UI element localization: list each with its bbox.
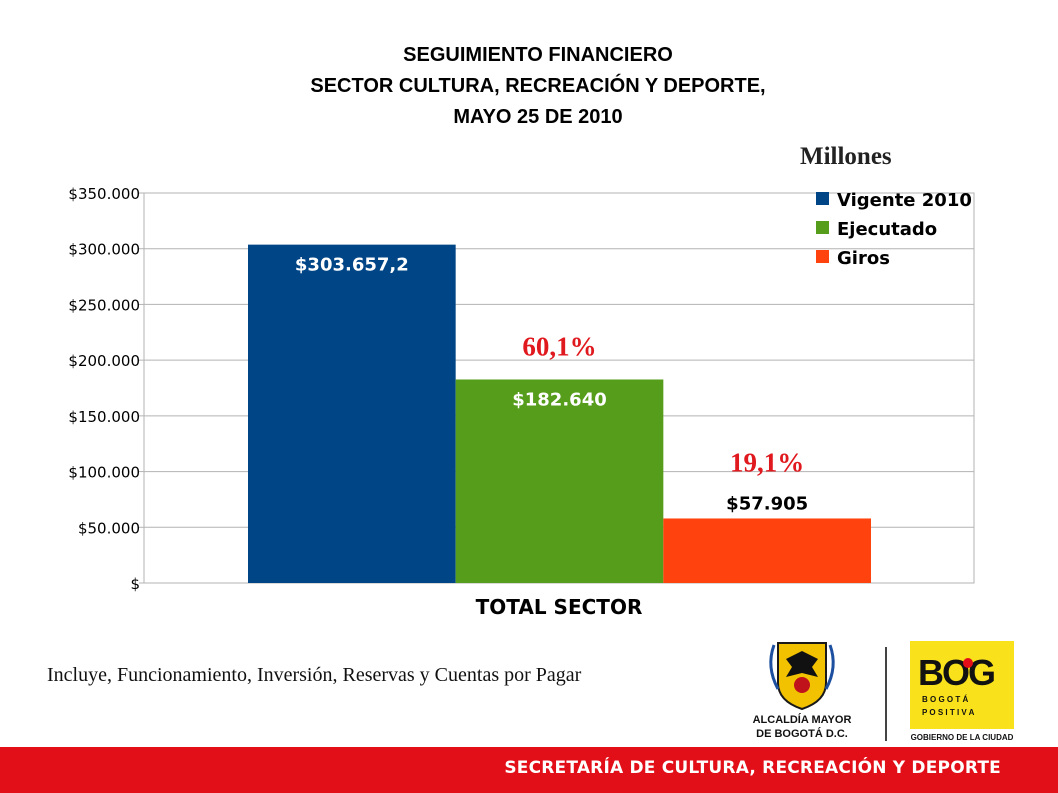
bogota-positiva-logo: BOG B O G O T Á P O S I T I V A GOBIERNO… — [910, 641, 1014, 742]
legend-swatch — [816, 250, 829, 263]
y-tick-label: $300.000 — [68, 241, 140, 259]
y-tick-label: $250.000 — [68, 296, 140, 314]
y-tick-label: $350.000 — [68, 185, 140, 203]
title-line-2: SECTOR CULTURA, RECREACIÓN Y DEPORTE, — [310, 75, 766, 97]
y-tick-label: $50.000 — [78, 519, 140, 537]
alcaldia-name-line-2: DE BOGOTÁ D.C. — [756, 727, 848, 740]
footnote: Incluye, Funcionamiento, Inversión, Rese… — [47, 664, 582, 686]
legend-label: Giros — [837, 248, 890, 269]
coat-of-arms-emblem — [794, 677, 810, 693]
data-label: $182.640 — [512, 389, 607, 410]
x-category-label: TOTAL SECTOR — [476, 595, 643, 619]
bog-dot — [963, 658, 973, 668]
legend-label: Ejecutado — [837, 219, 937, 240]
title-line-1: SEGUIMIENTO FINANCIERO — [403, 44, 673, 66]
footer-bar: SECRETARÍA DE CULTURA, RECREACIÓN Y DEPO… — [0, 747, 1058, 793]
alcaldia-logo: ALCALDÍA MAYOR DE BOGOTÁ D.C. — [753, 642, 852, 740]
data-label: $303.657,2 — [295, 255, 409, 276]
y-tick-label: $100.000 — [68, 464, 140, 482]
y-tick-label: $150.000 — [68, 408, 140, 426]
bar-vigente-2010 — [248, 244, 456, 583]
chart-title: SEGUIMIENTO FINANCIERO SECTOR CULTURA, R… — [0, 40, 1058, 133]
coat-of-arms-eagle — [786, 651, 818, 677]
bog-text-line-1: B O G O T Á — [922, 695, 968, 704]
title-line-3: MAYO 25 DE 2010 — [453, 106, 623, 128]
y-tick-label: $ — [130, 575, 140, 593]
bog-caption: GOBIERNO DE LA CIUDAD — [911, 733, 1014, 742]
bog-mark: BOG — [918, 652, 994, 693]
legend-swatch — [816, 221, 829, 234]
footer-text: SECRETARÍA DE CULTURA, RECREACIÓN Y DEPO… — [504, 758, 1001, 778]
bar-chart: $ $50.000 $100.000 $150.000 $200.000 $250.000… — [68, 185, 975, 619]
bar-giros — [663, 518, 871, 583]
y-tick-label: $200.000 — [68, 352, 140, 370]
legend-swatch — [816, 192, 829, 205]
percent-label: 19,1% — [730, 447, 804, 477]
percent-label: 60,1% — [522, 331, 596, 361]
data-label: $57.905 — [726, 493, 808, 514]
legend-label: Vigente 2010 — [837, 190, 972, 211]
alcaldia-name-line-1: ALCALDÍA MAYOR — [753, 713, 852, 726]
bog-text-line-2: P O S I T I V A — [922, 708, 975, 717]
logo-divider — [885, 647, 887, 741]
bar-ejecutado — [455, 379, 664, 583]
units-label: Millones — [800, 143, 892, 170]
